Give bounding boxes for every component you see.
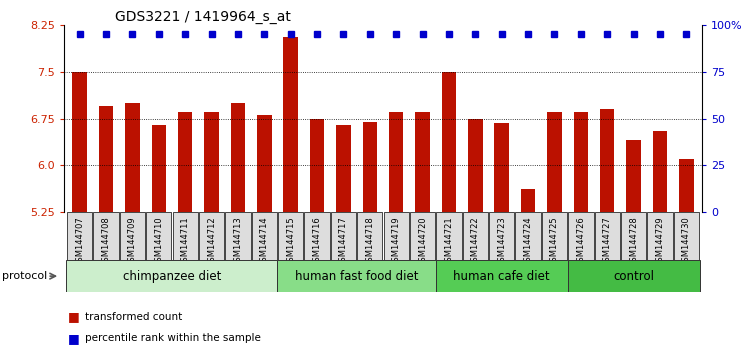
Bar	[621, 212, 647, 260]
Bar	[119, 212, 145, 260]
Bar	[569, 212, 593, 260]
Text: human fast food diet: human fast food diet	[295, 270, 418, 282]
Bar	[125, 103, 140, 212]
Bar	[146, 212, 171, 260]
Bar	[99, 106, 113, 212]
Bar	[257, 115, 272, 212]
Text: GSM144724: GSM144724	[523, 216, 532, 267]
Bar	[494, 123, 509, 212]
Bar	[72, 72, 87, 212]
Bar	[410, 212, 436, 260]
Bar	[204, 112, 219, 212]
Text: GSM144722: GSM144722	[471, 216, 480, 267]
Text: GSM144725: GSM144725	[550, 216, 559, 267]
Bar	[600, 109, 614, 212]
Bar	[389, 112, 403, 212]
Bar	[336, 125, 351, 212]
Bar	[468, 119, 483, 212]
Text: percentile rank within the sample: percentile rank within the sample	[85, 333, 261, 343]
Bar	[647, 212, 673, 260]
Text: GSM144716: GSM144716	[312, 216, 321, 267]
Text: GSM144717: GSM144717	[339, 216, 348, 267]
Text: GSM144721: GSM144721	[445, 216, 454, 267]
Text: GSM144723: GSM144723	[497, 216, 506, 267]
Text: GSM144708: GSM144708	[101, 216, 110, 267]
Bar	[199, 212, 225, 260]
Bar	[252, 212, 277, 260]
Bar	[310, 119, 324, 212]
Bar	[173, 212, 198, 260]
Bar	[278, 212, 303, 260]
Bar	[568, 260, 699, 292]
Text: transformed count: transformed count	[85, 312, 182, 322]
Bar	[489, 212, 514, 260]
Bar	[463, 212, 488, 260]
Bar	[357, 212, 382, 260]
Bar	[152, 125, 166, 212]
Bar	[436, 212, 462, 260]
Text: GSM144712: GSM144712	[207, 216, 216, 267]
Bar	[178, 112, 192, 212]
Text: GSM144714: GSM144714	[260, 216, 269, 267]
Bar	[225, 212, 251, 260]
Bar	[363, 122, 377, 212]
Bar	[330, 212, 356, 260]
Bar	[231, 103, 245, 212]
Text: GSM144729: GSM144729	[656, 216, 665, 267]
Bar	[415, 112, 430, 212]
Text: GSM144719: GSM144719	[392, 216, 401, 267]
Bar	[595, 212, 620, 260]
Text: chimpanzee diet: chimpanzee diet	[123, 270, 222, 282]
Bar	[442, 72, 456, 212]
Text: GSM144715: GSM144715	[286, 216, 295, 267]
Bar	[93, 212, 119, 260]
Text: GSM144728: GSM144728	[629, 216, 638, 267]
Text: human cafe diet: human cafe diet	[454, 270, 550, 282]
Bar	[436, 260, 568, 292]
Text: GSM144713: GSM144713	[234, 216, 243, 267]
Text: GSM144718: GSM144718	[365, 216, 374, 267]
Bar	[384, 212, 409, 260]
Bar	[67, 212, 92, 260]
Text: ■: ■	[68, 310, 80, 323]
Bar	[541, 212, 567, 260]
Bar	[283, 37, 298, 212]
Text: control: control	[613, 270, 654, 282]
Text: GSM144730: GSM144730	[682, 216, 691, 267]
Bar	[626, 141, 641, 212]
Text: GDS3221 / 1419964_s_at: GDS3221 / 1419964_s_at	[115, 10, 291, 24]
Text: GSM144727: GSM144727	[603, 216, 612, 267]
Bar	[574, 112, 588, 212]
Text: GSM144726: GSM144726	[576, 216, 585, 267]
Bar	[304, 212, 330, 260]
Bar	[521, 189, 535, 212]
Text: ■: ■	[68, 332, 80, 344]
Text: GSM144709: GSM144709	[128, 216, 137, 267]
Bar	[653, 131, 667, 212]
Bar	[515, 212, 541, 260]
Text: GSM144710: GSM144710	[154, 216, 163, 267]
Text: protocol: protocol	[2, 271, 47, 281]
Bar	[679, 159, 694, 212]
Bar	[674, 212, 699, 260]
Bar	[67, 260, 278, 292]
Text: GSM144720: GSM144720	[418, 216, 427, 267]
Text: GSM144711: GSM144711	[181, 216, 190, 267]
Text: GSM144707: GSM144707	[75, 216, 84, 267]
Bar	[547, 112, 562, 212]
Bar	[278, 260, 436, 292]
